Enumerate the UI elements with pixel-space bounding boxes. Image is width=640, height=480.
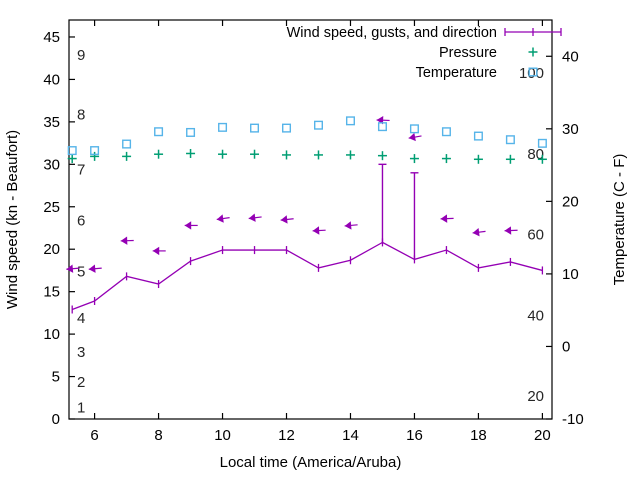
legend-label: Pressure [439, 45, 497, 61]
legend-label: Temperature [416, 65, 497, 81]
wind-direction-arrow [152, 246, 166, 256]
beaufort-label: 3 [77, 344, 85, 361]
temperature-marker [441, 127, 451, 137]
temperature-marker [473, 131, 483, 141]
temperature-marker [218, 122, 228, 132]
y2-tick-label: 30 [562, 121, 579, 138]
y-tick-label: 0 [52, 411, 60, 428]
beaufort-label: 9 [77, 47, 85, 64]
temperature-marker [345, 116, 355, 126]
fahrenheit-label: 80 [527, 146, 544, 163]
x-tick-label: 8 [154, 427, 162, 444]
y-axis-title: Wind speed (kn - Beaufort) [4, 130, 21, 309]
wind-direction-arrow [66, 264, 80, 273]
y-tick-label: 30 [43, 156, 60, 173]
beaufort-label: 8 [77, 106, 85, 123]
temperature-marker [537, 138, 547, 148]
x-tick-label: 20 [534, 427, 551, 444]
plot-frame [68, 19, 553, 420]
x-tick-label: 12 [278, 427, 295, 444]
y-tick-label: 45 [43, 29, 60, 46]
beaufort-label: 4 [77, 310, 85, 327]
x-tick-label: 14 [342, 427, 359, 444]
fahrenheit-label: 100 [519, 65, 544, 82]
wind-direction-arrow [504, 226, 518, 235]
wind-direction-arrow [440, 214, 454, 223]
beaufort-label: 5 [77, 263, 85, 280]
svg-text:Temperature (C - F): Temperature (C - F) [611, 154, 628, 286]
y-tick-label: 25 [43, 199, 60, 216]
y2-axis-title: Temperature (C - F) [611, 154, 628, 286]
wind-direction-arrow [120, 236, 134, 245]
y-tick-label: 35 [43, 114, 60, 131]
temperature-marker [154, 127, 164, 137]
wind-speed-line [71, 241, 543, 311]
temperature-marker [409, 124, 419, 134]
y2-tick-label: -10 [562, 411, 584, 428]
fahrenheit-label: 40 [527, 308, 544, 325]
wind-direction-arrow [472, 227, 486, 237]
svg-text:Wind speed (kn - Beaufort): Wind speed (kn - Beaufort) [4, 130, 21, 309]
y-tick-label: 15 [43, 284, 60, 301]
beaufort-label: 7 [77, 162, 85, 179]
y-tick-label: 5 [52, 369, 60, 386]
y2-tick-label: 0 [562, 338, 570, 355]
temperature-marker [122, 139, 132, 149]
fahrenheit-label: 60 [527, 226, 544, 243]
wind-direction-arrow [408, 132, 422, 142]
temperature-marker [90, 146, 100, 156]
y2-tick-label: 10 [562, 266, 579, 283]
wind-direction-arrow [216, 214, 230, 223]
legend-label: Wind speed, gusts, and direction [287, 25, 497, 41]
temperature-marker [282, 123, 292, 133]
temperature-marker [250, 123, 260, 133]
wind-direction-arrow [184, 221, 198, 230]
wind-direction-arrow [248, 213, 262, 222]
wind-direction-arrow [312, 226, 326, 235]
y2-tick-label: 20 [562, 193, 579, 210]
beaufort-label: 6 [77, 213, 85, 230]
y2-tick-label: 40 [562, 48, 579, 65]
fahrenheit-label: 20 [527, 388, 544, 405]
legend-swatch-temperature [528, 67, 538, 77]
temperature-marker [67, 146, 77, 156]
temperature-marker [377, 122, 387, 132]
temperature-marker [313, 120, 323, 130]
y-tick-label: 10 [43, 326, 60, 343]
x-tick-label: 10 [214, 427, 231, 444]
x-axis-title: Local time (America/Aruba) [220, 454, 402, 471]
x-tick-label: 6 [90, 427, 98, 444]
y-tick-label: 20 [43, 241, 60, 258]
wind-direction-arrow [280, 215, 294, 224]
temperature-marker [186, 127, 196, 137]
beaufort-label: 1 [77, 399, 85, 416]
x-tick-label: 16 [406, 427, 423, 444]
beaufort-label: 2 [77, 374, 85, 391]
wind-direction-arrow [344, 221, 358, 230]
temperature-marker [505, 135, 515, 145]
x-tick-label: 18 [470, 427, 487, 444]
wind-direction-arrow [88, 264, 102, 273]
y-tick-label: 40 [43, 71, 60, 88]
